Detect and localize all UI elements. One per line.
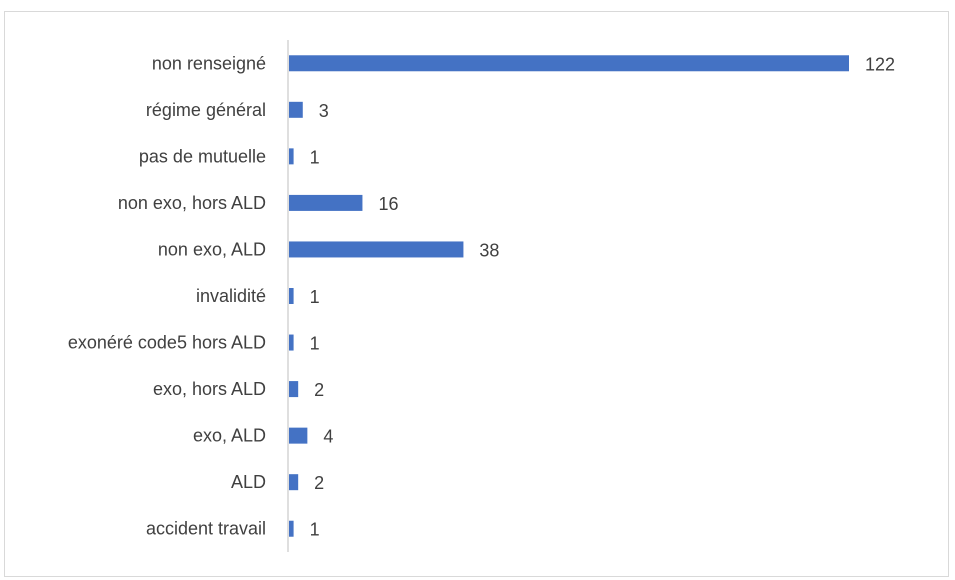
category-label: exonéré code5 hors ALD (68, 333, 266, 353)
bar (289, 521, 294, 537)
value-label: 1 (310, 334, 320, 354)
value-label: 4 (323, 427, 333, 447)
category-label: ALD (231, 472, 266, 492)
value-label: 122 (865, 54, 895, 74)
value-label: 16 (378, 194, 398, 214)
bar (289, 102, 303, 118)
category-label: accident travail (146, 519, 266, 539)
bar (289, 335, 294, 351)
value-label: 3 (319, 101, 329, 121)
category-label: exo, hors ALD (153, 379, 266, 399)
value-labels-group: 122 3 1 16 38 1 1 2 4 2 1 (310, 54, 895, 539)
bar (289, 241, 463, 257)
bar (289, 381, 298, 397)
category-label: régime général (146, 100, 266, 120)
category-labels-group: non renseigné régime général pas de mutuel… (68, 53, 266, 538)
bar (289, 288, 294, 304)
value-label: 1 (310, 520, 320, 540)
category-label: invalidité (196, 286, 266, 306)
category-label: exo, ALD (193, 426, 266, 446)
value-label: 1 (310, 147, 320, 167)
bar (289, 428, 307, 444)
value-label: 1 (310, 287, 320, 307)
category-label: non renseigné (152, 53, 266, 73)
bars-group (289, 55, 849, 536)
bar (289, 148, 294, 164)
category-label: non exo, ALD (158, 239, 266, 259)
category-label: pas de mutuelle (139, 146, 266, 166)
value-label: 2 (314, 380, 324, 400)
value-label: 2 (314, 473, 324, 493)
bar (289, 474, 298, 490)
bar (289, 195, 362, 211)
value-label: 38 (479, 240, 499, 260)
bar (289, 55, 849, 71)
category-label: non exo, hors ALD (118, 193, 266, 213)
